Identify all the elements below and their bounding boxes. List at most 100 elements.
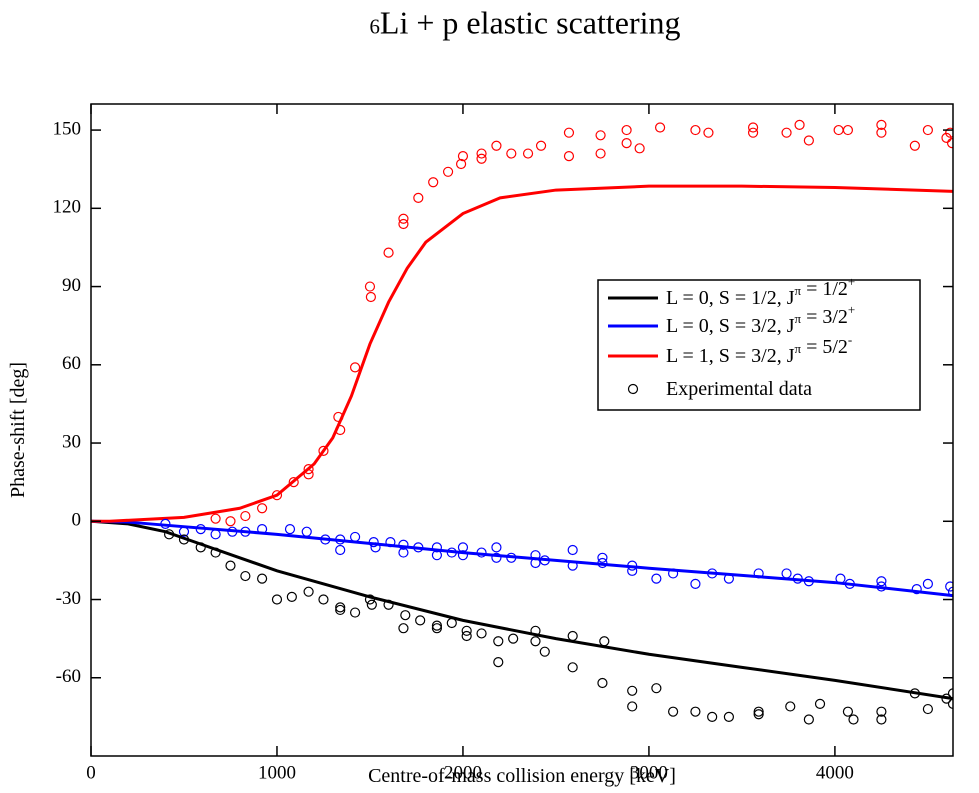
data-point xyxy=(303,464,314,475)
data-point xyxy=(627,685,638,696)
data-point xyxy=(785,701,796,712)
data-point xyxy=(922,124,933,136)
data-point xyxy=(364,281,376,292)
data-point xyxy=(911,583,922,595)
data-point xyxy=(597,557,608,569)
data-point xyxy=(320,534,331,545)
data-point xyxy=(370,542,381,553)
data-point xyxy=(476,148,487,159)
data-point xyxy=(431,550,443,561)
data-point xyxy=(747,122,759,133)
data-point xyxy=(522,148,534,159)
data-point xyxy=(225,560,236,571)
data-point xyxy=(476,628,487,639)
y-tick-label: -60 xyxy=(56,666,81,687)
data-point xyxy=(461,630,472,642)
data-point xyxy=(876,576,887,587)
x-tick-label: 2000 xyxy=(444,762,482,783)
legend-label: Experimental data xyxy=(666,378,812,400)
data-point xyxy=(530,557,541,569)
y-tick-label: 0 xyxy=(72,510,82,531)
data-point xyxy=(164,529,175,540)
data-point xyxy=(621,124,632,136)
chart-title: 6Li + p elastic scattering xyxy=(369,5,680,41)
data-point xyxy=(922,578,933,589)
y-tick-label: 150 xyxy=(53,118,82,139)
data-point xyxy=(947,698,953,709)
data-point xyxy=(792,573,803,584)
data-point xyxy=(225,516,236,527)
data-point xyxy=(413,542,424,553)
data-point xyxy=(491,140,502,151)
legend-marker xyxy=(627,383,639,395)
data-point xyxy=(814,698,826,709)
data-point xyxy=(364,594,376,605)
data-point xyxy=(398,213,409,224)
data-point xyxy=(493,657,504,668)
data-point xyxy=(256,503,268,514)
data-point xyxy=(530,636,541,647)
data-point xyxy=(303,469,314,480)
y-tick-label: 90 xyxy=(62,275,81,296)
data-point xyxy=(271,594,283,605)
data-point xyxy=(335,424,346,436)
data-point xyxy=(530,550,541,561)
data-point xyxy=(876,119,887,130)
data-point xyxy=(457,151,469,162)
data-point xyxy=(303,586,314,597)
data-point xyxy=(333,411,344,423)
data-point xyxy=(383,599,394,610)
data-point xyxy=(284,524,296,535)
data-point xyxy=(703,127,714,138)
data-point xyxy=(753,706,764,717)
data-point xyxy=(431,542,443,553)
data-point xyxy=(627,565,638,576)
data-point xyxy=(457,550,469,561)
y-axis-label: Phase-shift [deg] xyxy=(7,362,29,498)
data-point xyxy=(803,714,814,725)
data-point xyxy=(947,586,953,597)
y-tick-label: 30 xyxy=(62,431,81,452)
curve xyxy=(91,184,953,523)
data-point xyxy=(723,711,734,722)
y-tick-label: 120 xyxy=(53,197,82,218)
data-point xyxy=(366,599,377,610)
data-point xyxy=(651,683,662,694)
data-point xyxy=(945,127,953,138)
data-point xyxy=(240,570,251,582)
data-point xyxy=(398,218,409,230)
data-point xyxy=(385,537,396,548)
data-point xyxy=(455,158,467,170)
data-point xyxy=(335,544,346,556)
data-point xyxy=(842,706,854,717)
data-point xyxy=(240,526,251,537)
data-point xyxy=(318,594,329,605)
data-point xyxy=(833,124,844,136)
data-point xyxy=(922,703,933,715)
x-axis-label: Centre-of-mass collision energy [keV] xyxy=(368,765,676,787)
x-tick-label: 1000 xyxy=(258,762,296,783)
data-point xyxy=(909,140,920,151)
data-point xyxy=(803,576,814,587)
data-point xyxy=(707,568,718,579)
data-point xyxy=(651,573,662,584)
data-point xyxy=(654,122,666,133)
data-point xyxy=(446,547,457,558)
data-point xyxy=(947,688,953,699)
data-point xyxy=(491,552,502,563)
data-point xyxy=(349,607,361,618)
data-point xyxy=(530,625,541,636)
data-point xyxy=(368,537,379,548)
y-tick-label: 60 xyxy=(62,353,81,374)
data-point xyxy=(442,166,454,177)
data-point xyxy=(461,625,472,636)
data-point xyxy=(227,526,238,537)
data-point xyxy=(567,630,578,642)
data-point xyxy=(506,148,517,159)
data-point xyxy=(842,124,854,136)
data-point xyxy=(210,547,221,558)
data-point xyxy=(941,132,952,144)
data-point xyxy=(210,529,221,540)
data-point xyxy=(563,151,575,162)
data-point xyxy=(909,688,920,699)
